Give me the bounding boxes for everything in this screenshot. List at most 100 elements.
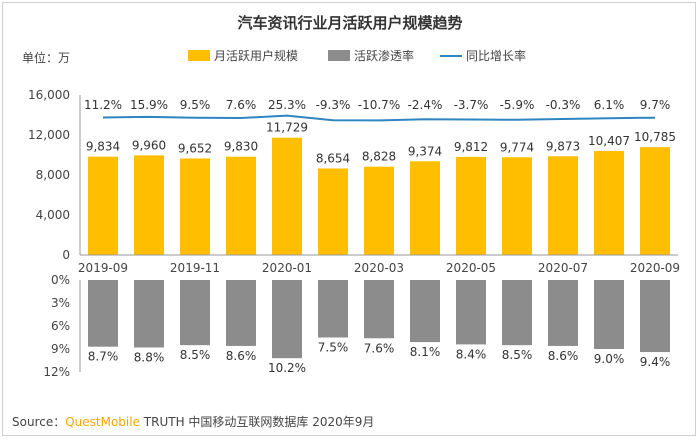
data-label-yoy: -10.7% <box>358 98 400 112</box>
x-tick-label: 2020-09 <box>630 261 680 275</box>
data-label-yoy: -9.3% <box>316 98 351 112</box>
x-tick-label: 2020-01 <box>262 261 312 275</box>
source-rest: TRUTH 中国移动互联网数据库 2020年9月 <box>139 415 375 429</box>
bar-label-mau: 9,652 <box>178 141 212 155</box>
bar-penetration <box>594 280 624 349</box>
data-label-yoy: -3.7% <box>454 98 489 112</box>
bar-mau <box>410 161 440 255</box>
bar-label-penetration: 7.5% <box>318 341 349 355</box>
legend-swatch-penetration <box>328 50 350 61</box>
bar-label-mau: 10,785 <box>634 130 676 144</box>
y-tick-label-upper: 4,000 <box>36 208 70 222</box>
x-tick-label: 2020-03 <box>354 261 404 275</box>
bar-penetration <box>318 280 348 338</box>
bar-mau <box>364 166 394 255</box>
legend-label-penetration: 活跃渗透率 <box>354 49 415 63</box>
bar-mau <box>548 156 578 255</box>
bar-label-mau: 8,654 <box>316 151 350 165</box>
y-tick-label-lower: 0% <box>51 273 70 287</box>
bar-label-mau: 9,812 <box>454 140 488 154</box>
bar-label-mau: 11,729 <box>266 121 308 135</box>
bar-label-mau: 9,960 <box>132 138 166 152</box>
source-note: Source：QuestMobile TRUTH 中国移动互联网数据库 2020… <box>12 413 374 430</box>
bar-label-penetration: 8.5% <box>180 348 211 362</box>
bar-mau <box>226 156 256 255</box>
bar-mau <box>272 137 302 255</box>
y-tick-label-upper: 8,000 <box>36 168 70 182</box>
source-prefix: Source： <box>12 415 66 429</box>
legend-swatch-mau <box>188 50 210 61</box>
source-brand: QuestMobile <box>65 415 140 429</box>
data-label-yoy: 9.7% <box>640 98 671 112</box>
y-tick-label-lower: 3% <box>51 296 70 310</box>
chart-title: 汽车资讯行业月活跃用户规模趋势 <box>237 14 463 32</box>
data-label-yoy: 7.6% <box>226 98 257 112</box>
bar-penetration <box>180 280 210 346</box>
bar-penetration <box>272 280 302 359</box>
bar-label-mau: 9,374 <box>408 144 442 158</box>
bar-label-mau: 9,873 <box>546 139 580 153</box>
x-tick-label: 2020-07 <box>538 261 588 275</box>
bar-mau <box>594 150 624 255</box>
bar-penetration <box>502 280 532 346</box>
bar-label-penetration: 9.0% <box>594 352 625 366</box>
bar-label-penetration: 7.6% <box>364 341 395 355</box>
legend-item-penetration: 活跃渗透率 <box>328 47 414 64</box>
line-yoy <box>102 114 656 122</box>
legend-item-mau: 月活跃用户规模 <box>188 47 298 64</box>
bar-label-mau: 9,834 <box>86 140 120 154</box>
bar-label-mau: 8,828 <box>362 150 396 164</box>
data-label-yoy: -2.4% <box>408 98 443 112</box>
bar-label-penetration: 8.6% <box>548 349 579 363</box>
bar-label-penetration: 8.5% <box>502 348 533 362</box>
data-label-yoy: 15.9% <box>130 98 168 112</box>
data-label-yoy: 25.3% <box>268 98 306 112</box>
bar-mau <box>456 156 486 255</box>
bar-mau <box>502 157 532 255</box>
bar-label-penetration: 8.8% <box>134 350 165 364</box>
bar-label-mau: 9,774 <box>500 140 534 154</box>
y-tick-label-lower: 9% <box>51 342 70 356</box>
data-label-yoy: -0.3% <box>546 98 581 112</box>
legend-label-yoy: 同比增长率 <box>466 49 527 63</box>
legend-swatch-yoy <box>440 54 462 57</box>
bar-mau <box>640 147 670 255</box>
y-tick-label-upper: 12,000 <box>28 128 70 142</box>
data-label-yoy: 9.5% <box>180 98 211 112</box>
bar-penetration <box>410 280 440 343</box>
y-tick-label-upper: 0 <box>62 248 70 262</box>
bar-label-penetration: 8.1% <box>410 345 441 359</box>
bar-label-penetration: 8.7% <box>88 350 119 364</box>
bar-label-penetration: 8.4% <box>456 347 487 361</box>
x-tick-label: 2019-09 <box>78 261 128 275</box>
bar-penetration <box>364 280 394 339</box>
legend-label-mau: 月活跃用户规模 <box>214 49 299 63</box>
bar-label-penetration: 8.6% <box>226 349 257 363</box>
bar-penetration <box>88 280 118 347</box>
bar-label-mau: 10,407 <box>588 134 630 148</box>
chart-frame <box>2 2 696 436</box>
data-label-yoy: 6.1% <box>594 98 625 112</box>
legend-item-yoy: 同比增长率 <box>440 47 526 64</box>
bar-label-penetration: 10.2% <box>268 361 306 375</box>
bar-mau <box>134 155 164 255</box>
x-tick-label: 2019-11 <box>170 261 220 275</box>
data-label-yoy: -5.9% <box>500 98 535 112</box>
bar-penetration <box>134 280 164 348</box>
bar-mau <box>88 156 118 255</box>
y-tick-label-upper: 16,000 <box>28 88 70 102</box>
bar-penetration <box>640 280 670 353</box>
data-label-yoy: 11.2% <box>84 98 122 112</box>
bar-penetration <box>226 280 256 346</box>
bar-label-mau: 9,830 <box>224 140 258 154</box>
bar-mau <box>318 168 348 255</box>
bar-mau <box>180 158 210 255</box>
bar-penetration <box>548 280 578 346</box>
y-tick-label-lower: 12% <box>43 365 70 379</box>
bar-penetration <box>456 280 486 345</box>
bar-label-penetration: 9.4% <box>640 355 671 369</box>
unit-label: 单位：万 <box>22 51 71 65</box>
x-tick-label: 2020-05 <box>446 261 496 275</box>
y-tick-label-lower: 6% <box>51 319 70 333</box>
